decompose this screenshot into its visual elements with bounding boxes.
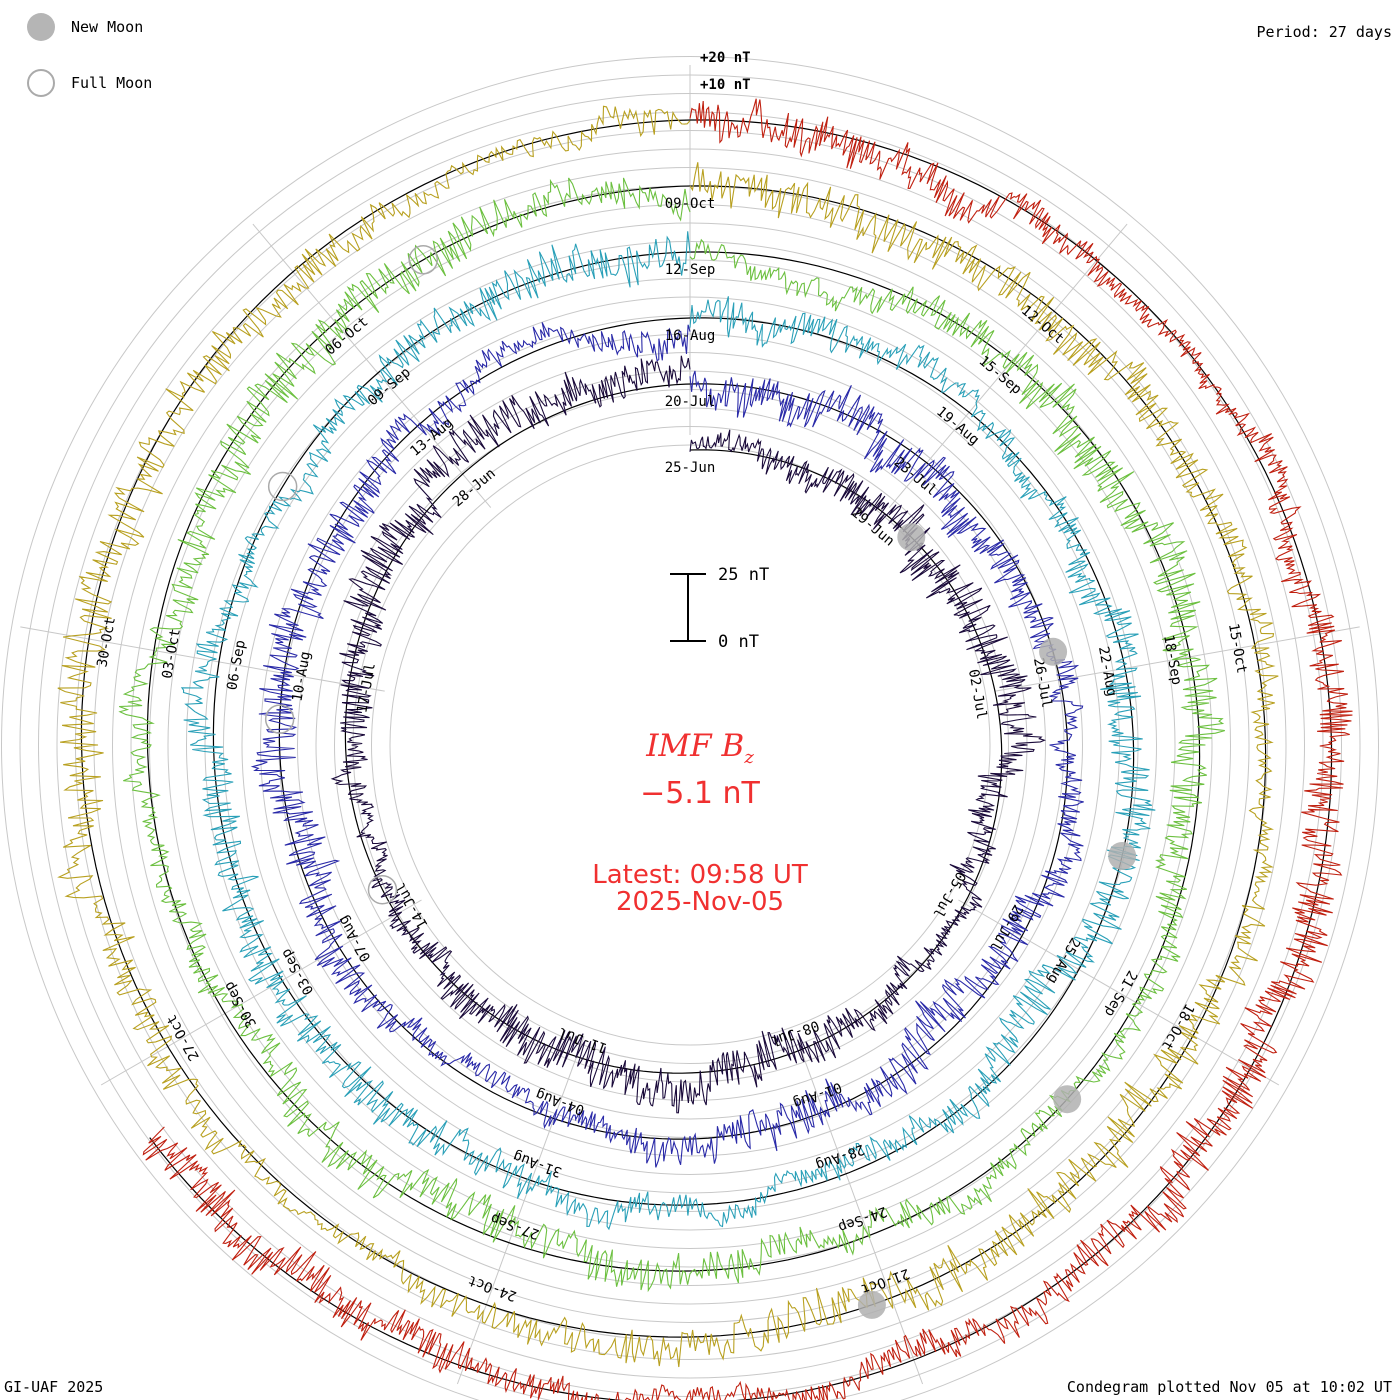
date-label: 22-Aug [1095, 645, 1120, 698]
date-label: 02-Jul [965, 668, 990, 721]
new-moon-marker [1039, 637, 1068, 666]
bz-trace-rotation-4 [57, 105, 1279, 1368]
date-label: 20-Jul [665, 394, 716, 410]
full-moon-marker [264, 704, 295, 734]
quantity-name: IMF B [646, 728, 745, 764]
new-moon-label: New Moon [71, 18, 144, 36]
legend-full-moon: Full Moon [27, 69, 152, 97]
grid-ring [389, 444, 991, 1046]
date-label: 13-Aug [407, 415, 456, 460]
date-label: 24-Oct [466, 1272, 519, 1304]
date-label: 15-Sep [976, 353, 1025, 398]
credit-label: GI-UAF 2025 [4, 1378, 104, 1396]
bz-trace-rotation-2 [180, 231, 1156, 1231]
grid-spoke [888, 223, 1128, 508]
grid-spoke [456, 1036, 585, 1385]
grid-spoke [252, 223, 492, 508]
date-label: 17-Jul [354, 662, 379, 715]
date-label: 07-Aug [335, 913, 374, 965]
new-moon-icon [27, 13, 55, 41]
date-label: 10-Aug [289, 650, 314, 703]
date-label: 16-Aug [665, 328, 716, 344]
date-label: 03-Sep [278, 946, 317, 998]
outer-scale-label: +10 nT [700, 77, 751, 93]
date-label: 18-Oct [1158, 1001, 1197, 1053]
full-moon-marker [408, 245, 438, 275]
date-label: 09-Oct [665, 196, 716, 212]
full-moon-label: Full Moon [71, 74, 153, 92]
zero-spiral [80, 119, 1333, 1400]
new-moon-marker [897, 523, 926, 552]
grid-spoke [20, 626, 385, 692]
outer-scale-label: +20 nT [700, 50, 751, 66]
date-label: 04-Aug [534, 1086, 587, 1118]
date-label: 25-Jun [665, 460, 716, 476]
new-moon-marker [857, 1290, 886, 1319]
date-label: 31-Aug [511, 1148, 564, 1180]
legend-new-moon: New Moon [27, 13, 143, 41]
grid-ring [1, 56, 1379, 1400]
bz-trace-rotation-5 [142, 98, 1353, 1400]
grid-spoke [100, 899, 422, 1086]
date-label: 15-Oct [1225, 622, 1250, 675]
date-label: 30-Oct [94, 616, 119, 669]
date-label: 11-Jul [556, 1024, 609, 1056]
bz-trace-rotation-0 [330, 355, 1047, 1114]
bz-trace-rotation-1 [250, 322, 1084, 1168]
full-moon-marker [267, 471, 298, 502]
scale-top-label: 25 nT [718, 565, 769, 585]
latest-time: Latest: 09:58 UT [592, 860, 808, 890]
new-moon-marker [1053, 1085, 1082, 1114]
latest-date: 2025-Nov-05 [615, 887, 785, 917]
period-label: Period: 27 days [1256, 23, 1392, 41]
new-moon-marker [1108, 841, 1137, 870]
full-moon-marker [367, 874, 398, 905]
date-label: 06-Sep [224, 639, 249, 692]
plotted-label: Condegram plotted Nov 05 at 10:02 UT [1066, 1378, 1392, 1396]
scale-bottom-label: 0 nT [718, 632, 759, 652]
quantity-subscript: z [744, 747, 754, 769]
current-value: −5.1 nT [640, 776, 760, 811]
full-moon-icon [27, 69, 55, 97]
date-label: 03-Oct [159, 627, 184, 680]
grid-spoke [795, 1036, 924, 1385]
quantity-title: IMF Bz [450, 728, 950, 768]
bz-trace-rotation-3 [118, 177, 1225, 1293]
date-label: 28-Jun [450, 465, 499, 510]
date-label: 12-Sep [665, 262, 716, 278]
